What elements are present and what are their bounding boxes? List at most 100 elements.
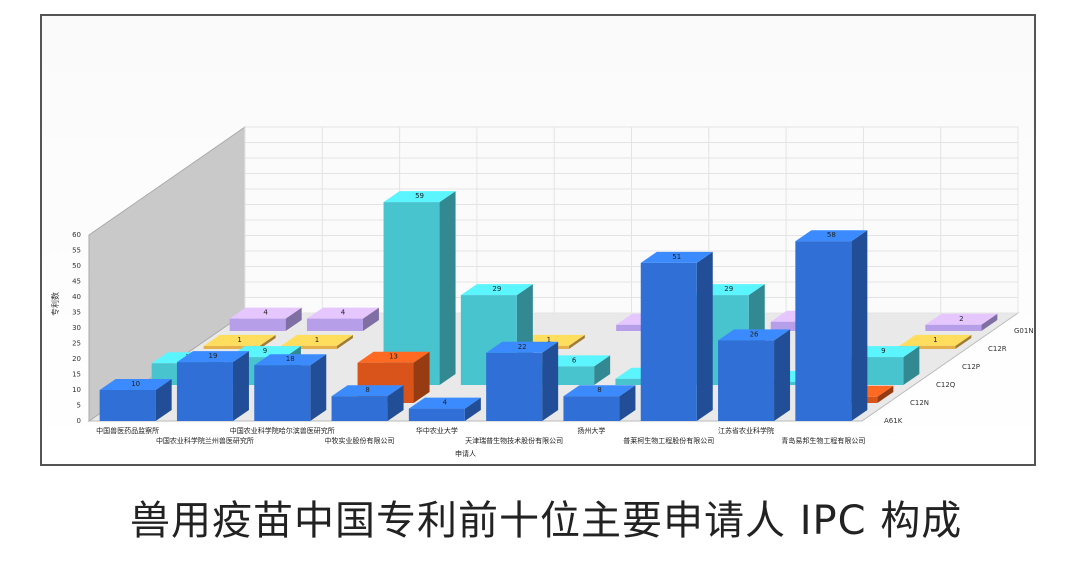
bar-top <box>408 397 481 409</box>
bar-top <box>383 191 456 203</box>
bar-C12R-0: 1 <box>203 334 276 349</box>
bar-front <box>229 318 286 331</box>
bar-side <box>955 334 972 349</box>
bar-front <box>718 340 775 421</box>
bar-side <box>542 341 559 421</box>
bar-G01N-1: 4 <box>306 307 379 331</box>
bar-front <box>795 241 852 421</box>
bar-top <box>280 334 353 346</box>
y-tick-label: 50 <box>72 262 81 270</box>
bar-top <box>229 307 302 319</box>
category-label: 江苏省农业科学院 <box>718 426 774 435</box>
bar-data-label: 9 <box>881 347 885 355</box>
bar-top <box>99 379 172 390</box>
bar-top <box>640 251 713 263</box>
category-label: 扬州大学 <box>577 426 605 435</box>
bar-front <box>563 396 620 421</box>
bar-side <box>594 355 611 385</box>
bar-top <box>899 334 972 346</box>
bar-data-label: 58 <box>827 231 836 239</box>
bar-front <box>486 352 543 421</box>
y-axis-label: 专利数 <box>50 292 60 316</box>
bar-side <box>362 307 379 331</box>
bar-top <box>563 385 636 397</box>
y-tick-label: 40 <box>72 293 81 301</box>
bar-data-label: 19 <box>208 352 217 360</box>
category-label: 中国农业科学院兰州兽医研究所 <box>156 436 254 445</box>
bar-top <box>203 334 276 346</box>
bar-data-label: 4 <box>341 309 346 317</box>
bar-A61K-6: 8 <box>563 385 636 421</box>
bar-data-label: 1 <box>547 336 551 344</box>
y-tick-label: 55 <box>72 247 81 255</box>
bar-top <box>486 341 559 353</box>
bar-side <box>696 251 713 421</box>
bar-data-label: 10 <box>131 380 140 388</box>
bar-data-label: 1 <box>237 336 241 344</box>
bar-front <box>306 318 363 331</box>
category-label: 中牧实业股份有限公司 <box>325 436 395 445</box>
bar-data-label: 18 <box>286 355 295 363</box>
bar-data-label: 29 <box>492 285 501 293</box>
bar-A61K-7: 51 <box>640 251 713 421</box>
category-label: 中国农业科学院哈尔滨兽医研究所 <box>230 426 335 435</box>
bar-front <box>408 408 465 421</box>
category-label: 中国兽医药品监察所 <box>96 426 159 435</box>
bar-side <box>232 351 249 421</box>
bar-A61K-3: 8 <box>331 385 404 421</box>
bar-side <box>387 385 404 421</box>
bar-side <box>981 313 998 331</box>
bar-side <box>155 379 172 421</box>
category-label: 天津瑞普生物技术股份有限公司 <box>465 436 563 445</box>
bar-side <box>877 385 894 403</box>
y-tick-label: 35 <box>72 309 81 317</box>
bar-A61K-1: 19 <box>176 351 249 421</box>
bar-data-label: 13 <box>389 353 398 361</box>
bar-side <box>464 397 481 421</box>
bar-data-label: 6 <box>572 356 577 364</box>
category-label: 普莱柯生物工程股份有限公司 <box>623 436 714 445</box>
bar-chart-3d: 051015202530354045505560专利数4423211117959… <box>50 126 1034 458</box>
bar-front <box>176 362 233 421</box>
bar-C12R-1: 1 <box>280 334 353 349</box>
bar-data-label: 22 <box>518 343 527 351</box>
bar-top <box>718 329 791 341</box>
series-label-A61K: A61K <box>884 417 903 425</box>
bar-data-label: 4 <box>263 309 268 317</box>
bar-side <box>903 346 920 385</box>
bar-front <box>331 396 388 421</box>
bar-data-label: 9 <box>263 347 267 355</box>
y-tick-label: 15 <box>72 371 81 379</box>
bar-top <box>176 351 249 363</box>
y-tick-label: 30 <box>72 324 81 332</box>
y-tick-label: 45 <box>72 278 81 286</box>
bar-side <box>285 307 302 331</box>
bar-side <box>259 334 276 349</box>
bar-data-label: 8 <box>365 386 369 394</box>
series-label-G01N: G01N <box>1014 327 1034 335</box>
category-label: 华中农业大学 <box>416 426 458 435</box>
bar-A61K-4: 4 <box>408 397 481 421</box>
bar-side <box>774 329 791 421</box>
bar-front <box>203 345 260 349</box>
chart-caption: 兽用疫苗中国专利前十位主要申请人 IPC 构成 <box>130 498 963 544</box>
bar-side <box>439 191 456 385</box>
bar-data-label: 1 <box>933 336 937 344</box>
bar-top <box>795 230 868 242</box>
bar-side <box>568 334 585 349</box>
bar-front <box>925 324 982 331</box>
bar-top <box>306 307 379 319</box>
chart-frame: 051015202530354045505560专利数4423211117959… <box>40 14 1036 466</box>
y-tick-label: 10 <box>72 386 81 394</box>
y-tick-label: 25 <box>72 340 81 348</box>
bar-top <box>254 354 327 366</box>
bar-A61K-0: 10 <box>99 379 172 421</box>
bar-A61K-9: 58 <box>795 230 868 421</box>
bar-side <box>413 351 430 403</box>
category-label: 青岛易邦生物工程有限公司 <box>781 436 865 445</box>
x-axis-extra-label: 申请人 <box>455 449 476 458</box>
series-label-C12N: C12N <box>910 399 929 407</box>
bar-side <box>336 334 353 349</box>
bar-A61K-5: 22 <box>486 341 559 421</box>
bar-side <box>619 385 636 421</box>
